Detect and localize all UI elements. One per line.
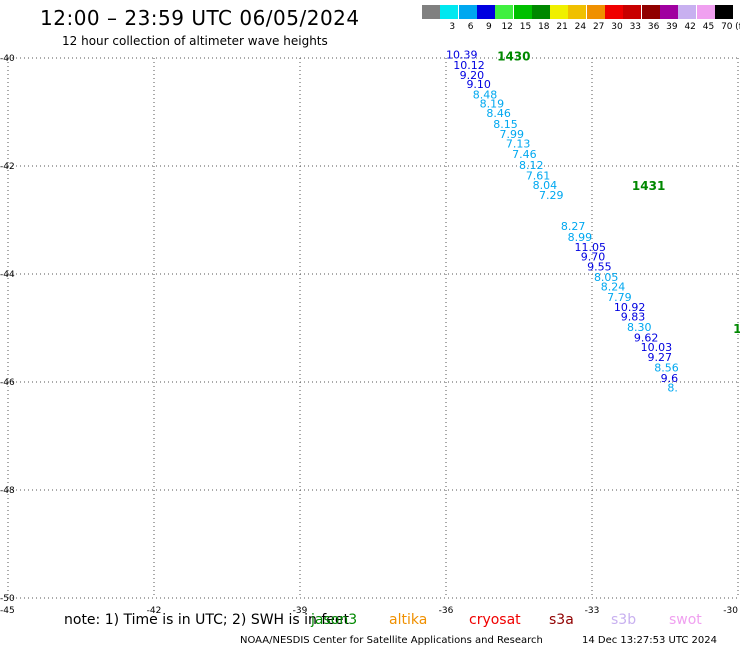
legend-swatch	[531, 5, 550, 19]
wave-height-label: 8.46	[486, 107, 511, 120]
wave-height-label: 10.03	[641, 341, 673, 354]
legend-label: 27	[592, 22, 605, 32]
y-tick-label: -50	[0, 594, 15, 604]
legend-label: 15	[519, 22, 532, 32]
wave-height-label: 8.15	[493, 118, 518, 131]
mission-s3a: s3a	[549, 612, 574, 628]
legend-unit: (ft)	[735, 22, 740, 32]
pass-time-label: 1430	[497, 49, 530, 63]
wave-height-label: 8.24	[601, 281, 626, 294]
legend-label: 18	[538, 22, 550, 32]
legend-label: 39	[666, 22, 678, 32]
wave-height-label: 8.56	[654, 362, 679, 375]
chart-title: 12:00 – 23:59 UTC 06/05/2024	[40, 6, 360, 30]
mission-swot: swot	[669, 612, 702, 628]
legend-swatch	[641, 5, 660, 19]
wave-height-label: 9.83	[621, 311, 646, 324]
generated-timestamp: 14 Dec 13:27:53 UTC 2024	[582, 635, 717, 646]
wave-height-label: 8.05	[594, 271, 619, 284]
y-tick-label: -46	[0, 378, 15, 388]
y-tick-label: -44	[0, 270, 15, 280]
legend-swatch	[568, 5, 587, 19]
wave-height-label: 9.10	[466, 78, 491, 91]
mission-jason3: jason3	[311, 612, 358, 628]
wave-height-label: 7.79	[607, 291, 632, 304]
wave-height-label: 7.29	[539, 189, 564, 202]
legend-label: 24	[574, 22, 587, 32]
legend-swatch	[513, 5, 532, 19]
pass-time-label: 1	[733, 322, 740, 336]
x-tick-label: -45	[0, 606, 15, 616]
x-tick-label: -42	[147, 606, 162, 616]
legend-swatch	[476, 5, 495, 19]
legend-label: 45	[702, 22, 715, 32]
legend-label: 30	[611, 22, 623, 32]
x-tick-label: -39	[293, 606, 308, 616]
legend-swatch	[440, 5, 459, 19]
wave-height-label: 9.55	[587, 261, 612, 274]
legend-swatch	[678, 5, 697, 19]
wave-height-label: 7.13	[506, 137, 531, 150]
wave-height-label: 8.04	[533, 179, 558, 192]
x-tick-label: -30	[723, 606, 738, 616]
legend-label: 42	[684, 22, 696, 32]
wave-height-label: 8.	[667, 381, 678, 394]
y-tick-label: -40	[0, 54, 15, 64]
mission-cryosat: cryosat	[469, 612, 521, 628]
wave-height-label: 10.92	[614, 301, 646, 314]
legend-label: 21	[556, 22, 568, 32]
legend-label: 9	[486, 22, 492, 32]
wave-height-label: 7.99	[500, 128, 525, 141]
legend-label: 70	[721, 22, 733, 32]
wave-height-label: 8.12	[519, 159, 544, 172]
legend-swatch	[623, 5, 642, 19]
wave-height-label: 10.39	[446, 48, 478, 61]
legend-swatch	[659, 5, 678, 19]
wave-height-label: 9.70	[581, 250, 606, 263]
wave-height-label: 11.05	[574, 241, 606, 254]
legend-swatch	[495, 5, 514, 19]
wave-height-label: 9.27	[647, 351, 672, 364]
wave-height-label: 9.62	[634, 331, 659, 344]
chart-subtitle: 12 hour collection of altimeter wave hei…	[62, 34, 328, 48]
mission-s3b: s3b	[611, 612, 637, 628]
legend-label: 12	[501, 22, 513, 32]
wave-height-label: 7.46	[512, 148, 537, 161]
footer-note: note: 1) Time is in UTC; 2) SWH is in fe…	[64, 612, 350, 628]
legend-swatch	[696, 5, 715, 19]
pass-time-label: 1431	[632, 179, 665, 193]
wave-height-label: 9.6	[661, 372, 679, 385]
legend-swatch	[458, 5, 477, 19]
legend-swatch	[550, 5, 569, 19]
legend-swatch	[422, 5, 440, 19]
wave-height-label: 7.61	[526, 169, 551, 182]
legend-label: 3	[449, 22, 456, 32]
x-tick-label: -36	[439, 606, 454, 616]
legend-swatch	[714, 5, 733, 19]
wave-height-label: 10.12	[453, 59, 485, 72]
legend-label: 36	[647, 22, 660, 32]
legend-label: 33	[629, 22, 642, 32]
wave-height-label: 9.20	[460, 69, 485, 82]
y-tick-label: -42	[0, 162, 15, 172]
wave-height-label: 8.99	[568, 231, 593, 244]
wave-height-label: 8.30	[627, 321, 652, 334]
mission-altika: altika	[389, 612, 428, 628]
legend-swatch	[586, 5, 605, 19]
wave-height-label: 8.27	[561, 220, 586, 233]
wave-height-label: 8.19	[480, 97, 505, 110]
legend-label: 6	[467, 22, 474, 32]
wave-height-label: 8.48	[473, 88, 498, 101]
x-tick-label: -33	[585, 606, 600, 616]
y-tick-label: -48	[0, 486, 15, 496]
credit-line: NOAA/NESDIS Center for Satellite Applica…	[240, 635, 543, 646]
legend-swatch	[605, 5, 623, 19]
